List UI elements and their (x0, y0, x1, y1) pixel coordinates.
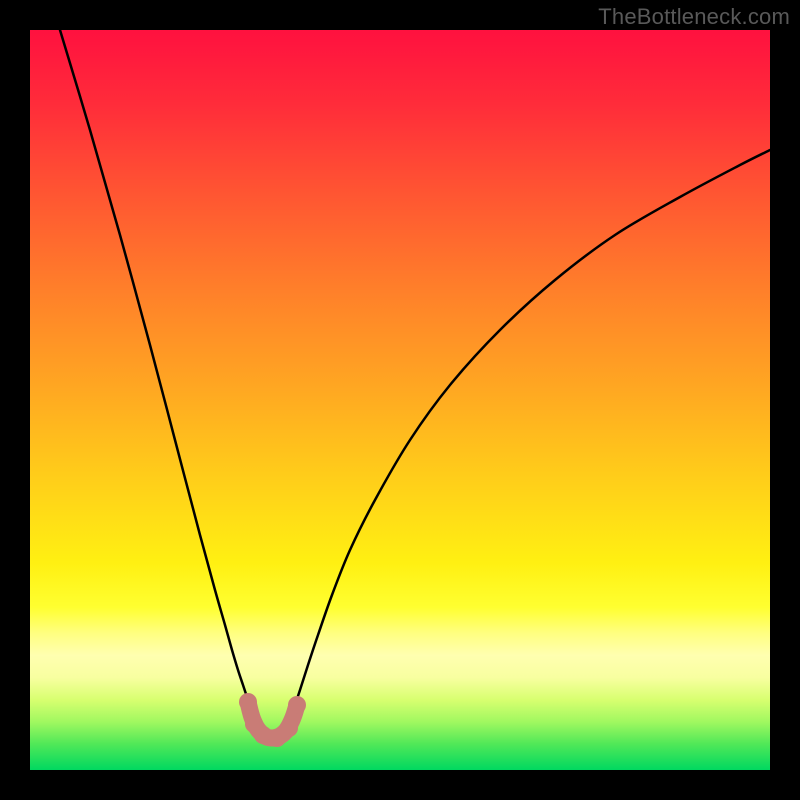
chart-container: TheBottleneck.com (0, 0, 800, 800)
trough-marker-dot (280, 719, 298, 737)
watermark-text: TheBottleneck.com (598, 4, 790, 30)
trough-marker-dot (239, 693, 257, 711)
trough-marker-dot (288, 696, 306, 714)
bottleneck-curve-chart (0, 0, 800, 800)
plot-background (30, 30, 770, 770)
